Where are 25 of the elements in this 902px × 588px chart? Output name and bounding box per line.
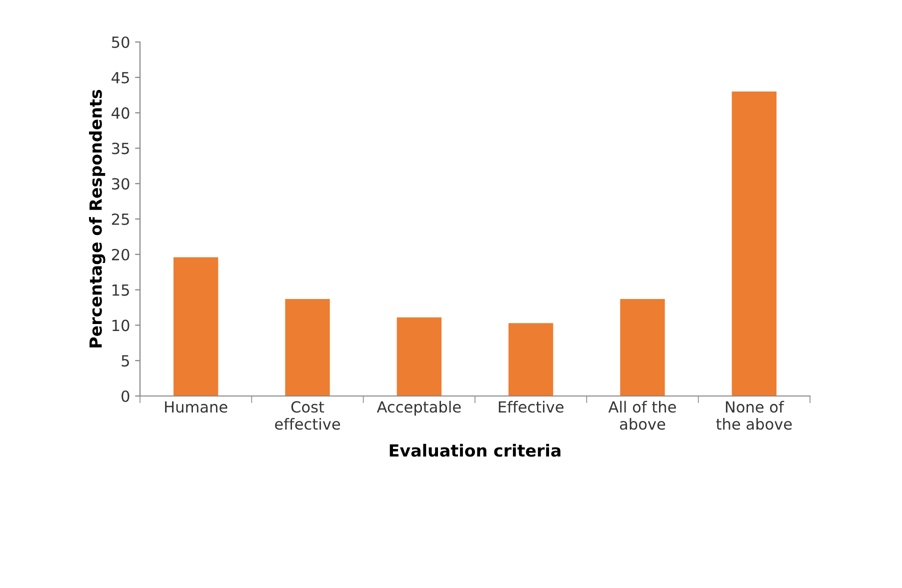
- x-axis-title: Evaluation criteria: [390, 444, 560, 457]
- y-tick-label: 10: [112, 320, 130, 332]
- y-tick-label: 20: [112, 248, 130, 260]
- x-tick-label: Humane: [165, 401, 228, 413]
- bar: [285, 299, 330, 396]
- y-tick-label: 45: [112, 72, 129, 84]
- y-tick-label: 5: [122, 355, 129, 367]
- x-tick-label: Acceptable: [376, 400, 461, 416]
- bar: [174, 257, 218, 396]
- y-tick-label: 30: [112, 178, 130, 190]
- x-tick-label: Cost effective: [275, 401, 340, 430]
- y-tick-label: 25: [112, 213, 129, 226]
- bar: [620, 299, 665, 396]
- x-tick-label: All of the above: [608, 400, 676, 430]
- y-axis-title: Percentage of Respondents: [89, 90, 106, 348]
- y-tick-label: 0: [122, 390, 130, 402]
- y-tick-label: 40: [112, 107, 130, 119]
- x-tick-label: None of the above: [716, 400, 792, 430]
- y-tick-label: 35: [112, 142, 129, 154]
- y-tick-label: 15: [112, 284, 129, 296]
- bar: [732, 92, 776, 396]
- bar: [396, 317, 442, 396]
- bar: [508, 323, 554, 396]
- y-tick-label: 50: [112, 36, 130, 48]
- x-tick-label: Effective: [498, 400, 564, 413]
